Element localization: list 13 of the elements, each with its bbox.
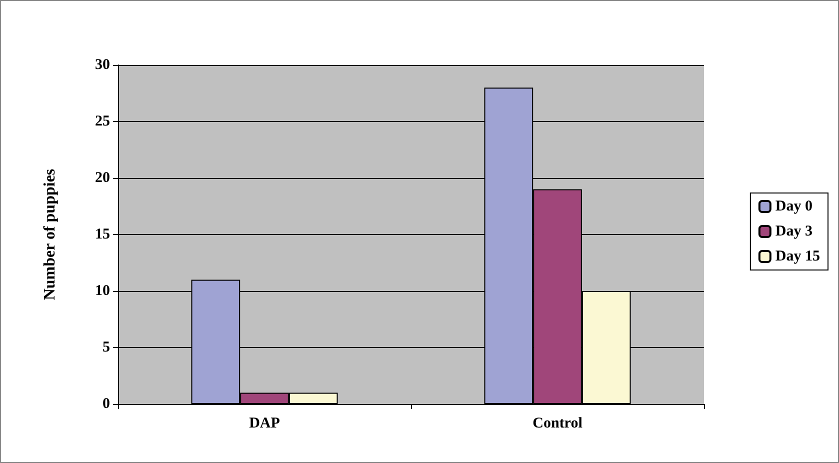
legend-label: Day 0	[775, 198, 813, 214]
x-tick-label: Control	[532, 416, 582, 432]
legend-label: Day 15	[775, 248, 820, 264]
y-axis-title: Number of puppies	[42, 168, 58, 300]
x-tick-label: DAP	[249, 416, 280, 432]
legend-label: Day 3	[775, 224, 813, 240]
y-tick-label: 15	[95, 226, 110, 242]
y-tick-label: 20	[95, 170, 110, 186]
y-tick-label: 30	[95, 57, 110, 73]
y-tick-label: 10	[95, 283, 110, 299]
y-tick-label: 5	[102, 340, 110, 356]
y-tick-label: 25	[95, 114, 110, 130]
y-tick-label: 0	[102, 396, 110, 412]
